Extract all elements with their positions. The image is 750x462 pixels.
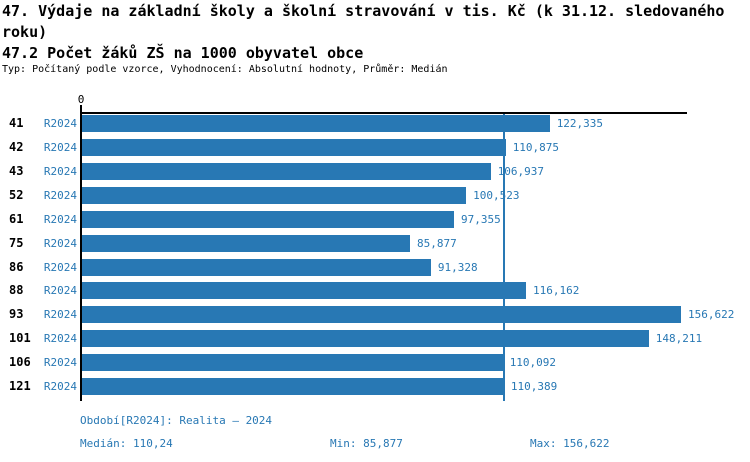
chart-row: 121 R2024 110,389	[0, 378, 750, 396]
category-label: 43	[9, 163, 24, 178]
category-label: 41	[9, 116, 24, 130]
chart-row: 106 R2024 110,092	[0, 354, 750, 372]
period-label: Období[R2024]: Realita – 2024	[80, 414, 273, 427]
series-label: R2024	[43, 284, 77, 298]
chart-row: 93 R2024 156,622	[0, 306, 750, 324]
series-label: R2024	[43, 356, 77, 370]
bar	[81, 138, 506, 156]
x-axis-line	[80, 112, 687, 114]
series-label: R2024	[43, 117, 77, 130]
series-label: R2024	[43, 332, 77, 346]
median-line	[503, 112, 505, 401]
series-label: R2024	[43, 212, 77, 226]
value-label: 110,092	[509, 356, 557, 370]
category-label: 93	[9, 307, 24, 322]
value-label: 106,937	[497, 164, 545, 178]
bar	[81, 162, 491, 180]
bar	[81, 330, 649, 348]
bar	[81, 210, 454, 228]
series-label: R2024	[43, 380, 77, 394]
value-label: 100,523	[473, 188, 520, 202]
value-label: 85,877	[417, 236, 457, 250]
value-label: 116,162	[533, 284, 580, 298]
value-label: 91,328	[437, 260, 478, 274]
bar	[81, 378, 504, 396]
series-label: R2024	[43, 164, 77, 178]
bar	[81, 306, 681, 324]
chart-row: 75 R2024 85,877	[0, 234, 750, 252]
chart-row: 52 R2024 100,523	[0, 186, 750, 204]
category-label: 106	[9, 355, 31, 370]
chart-row: 86 R2024 91,328	[0, 258, 750, 276]
bar	[81, 234, 410, 252]
series-label: R2024	[43, 308, 77, 322]
bar	[81, 282, 526, 300]
chart-row: 43 R2024 106,937	[0, 162, 750, 180]
chart-row: 61 R2024 97,355	[0, 210, 750, 228]
value-label: 97,355	[461, 212, 501, 226]
category-label: 52	[9, 187, 24, 202]
bar	[81, 186, 467, 204]
category-label: 121	[9, 379, 31, 394]
chart-row: 42 R2024 110,875	[0, 138, 750, 156]
category-label: 86	[9, 259, 24, 274]
bar	[81, 115, 550, 132]
x-axis-zero-tick-label: 0	[77, 93, 85, 106]
max-stat: Max: 156,622	[530, 437, 610, 450]
min-stat: Min: 85,877	[330, 437, 403, 450]
y-axis-line	[80, 105, 82, 401]
category-label: 88	[9, 283, 24, 298]
series-label: R2024	[43, 188, 77, 202]
chart-row: 41 R2024 122,335	[0, 115, 750, 132]
value-label: 156,622	[688, 308, 735, 322]
series-label: R2024	[43, 236, 77, 250]
median-stat: Medián: 110,24	[80, 437, 173, 450]
value-label: 148,211	[655, 332, 703, 346]
chart-row: 101 R2024 148,211	[0, 330, 750, 348]
value-label: 110,875	[512, 140, 560, 154]
series-label: R2024	[43, 140, 77, 154]
value-label: 110,389	[510, 380, 558, 394]
report-subtitle: 47.2 Počet žáků ZŠ na 1000 obyvatel obce	[2, 44, 364, 62]
category-label: 75	[9, 235, 24, 250]
value-label: 122,335	[556, 117, 604, 130]
category-label: 42	[9, 139, 24, 154]
category-label: 61	[9, 211, 24, 226]
bar	[81, 258, 431, 276]
report-meta-line: Typ: Počítaný podle vzorce, Vyhodnocení:…	[2, 64, 448, 75]
bar	[81, 354, 503, 372]
category-label: 101	[9, 331, 31, 346]
chart-row: 88 R2024 116,162	[0, 282, 750, 300]
series-label: R2024	[43, 260, 77, 274]
report-title: 47. Výdaje na základní školy a školní st…	[2, 2, 725, 41]
